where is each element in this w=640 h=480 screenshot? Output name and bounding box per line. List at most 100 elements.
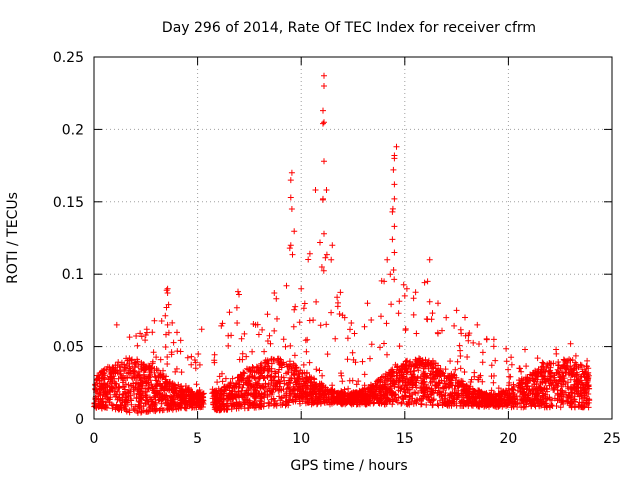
data-point	[534, 355, 541, 362]
data-point	[163, 331, 169, 338]
data-point	[329, 242, 336, 249]
data-point	[109, 405, 116, 412]
data-point	[415, 389, 421, 396]
data-point	[302, 393, 309, 400]
data-point	[310, 375, 317, 382]
data-point	[285, 379, 292, 386]
data-point	[300, 361, 307, 368]
data-point	[462, 314, 468, 321]
y-axis-label: ROTI / TECUs	[5, 192, 21, 284]
data-point	[306, 250, 313, 257]
data-point	[412, 289, 419, 296]
data-point	[157, 356, 164, 363]
data-point	[421, 279, 428, 286]
data-point	[527, 377, 534, 384]
data-point	[119, 397, 126, 404]
data-point	[152, 394, 159, 400]
data-point	[190, 400, 197, 407]
data-point	[364, 300, 371, 307]
data-point	[282, 343, 289, 350]
data-point	[174, 329, 180, 336]
data-point	[312, 187, 319, 193]
data-point	[382, 373, 389, 380]
data-point	[510, 381, 517, 388]
data-point	[325, 394, 332, 401]
data-point	[218, 391, 225, 398]
data-point	[387, 369, 394, 375]
data-point	[249, 392, 256, 399]
data-point	[291, 228, 298, 235]
data-point	[410, 311, 417, 318]
data-point	[555, 369, 562, 376]
data-point	[323, 187, 330, 193]
data-point	[314, 400, 321, 407]
data-point	[404, 376, 411, 383]
data-point	[162, 344, 169, 350]
data-point	[396, 343, 403, 350]
data-point	[465, 390, 472, 397]
data-point	[523, 398, 530, 405]
data-point	[171, 381, 178, 388]
data-point	[566, 392, 573, 399]
data-point	[249, 382, 256, 389]
data-point	[551, 372, 558, 379]
data-point	[387, 271, 394, 278]
data-point	[488, 362, 495, 369]
x-tick-label: 15	[396, 431, 414, 447]
data-points	[91, 72, 593, 416]
data-point	[516, 400, 523, 407]
data-point	[306, 359, 313, 366]
data-point	[503, 401, 510, 407]
data-point	[106, 386, 113, 393]
data-point	[306, 317, 313, 324]
data-point	[305, 377, 312, 384]
data-point	[285, 369, 292, 375]
data-point	[432, 387, 439, 394]
data-point	[344, 335, 351, 342]
data-point	[583, 374, 590, 381]
data-point	[228, 400, 235, 407]
data-point	[126, 370, 133, 377]
data-point	[259, 326, 266, 333]
data-point	[165, 387, 172, 394]
data-point	[391, 155, 398, 162]
data-point	[149, 329, 156, 336]
data-point	[396, 298, 403, 305]
data-point	[112, 380, 119, 387]
data-point	[234, 320, 241, 326]
data-point	[274, 315, 280, 322]
data-point	[578, 404, 585, 411]
data-point	[283, 282, 290, 289]
data-point	[216, 373, 223, 380]
chart-title: Day 296 of 2014, Rate Of TEC Index for r…	[162, 20, 536, 36]
data-point	[98, 404, 105, 411]
data-point	[101, 366, 108, 373]
data-point	[275, 355, 282, 362]
data-point	[377, 344, 383, 351]
data-point	[321, 230, 327, 237]
data-point	[257, 403, 264, 410]
data-point	[460, 394, 467, 401]
data-point	[387, 390, 394, 397]
data-point	[428, 360, 435, 367]
data-point	[273, 385, 279, 392]
data-point	[284, 385, 291, 392]
data-point	[355, 378, 362, 385]
data-point	[287, 242, 294, 249]
data-point	[543, 364, 550, 371]
data-point	[517, 365, 523, 372]
data-point	[488, 387, 495, 394]
data-point	[418, 400, 425, 407]
data-point	[570, 367, 576, 374]
data-point	[229, 391, 236, 398]
data-point	[267, 340, 274, 347]
data-point	[211, 351, 218, 358]
data-point	[475, 403, 482, 410]
data-point	[287, 177, 294, 184]
data-point	[244, 382, 251, 388]
data-point	[519, 391, 526, 397]
data-point	[546, 382, 553, 389]
data-point	[423, 385, 430, 391]
data-point	[128, 397, 135, 404]
data-point	[193, 381, 200, 388]
